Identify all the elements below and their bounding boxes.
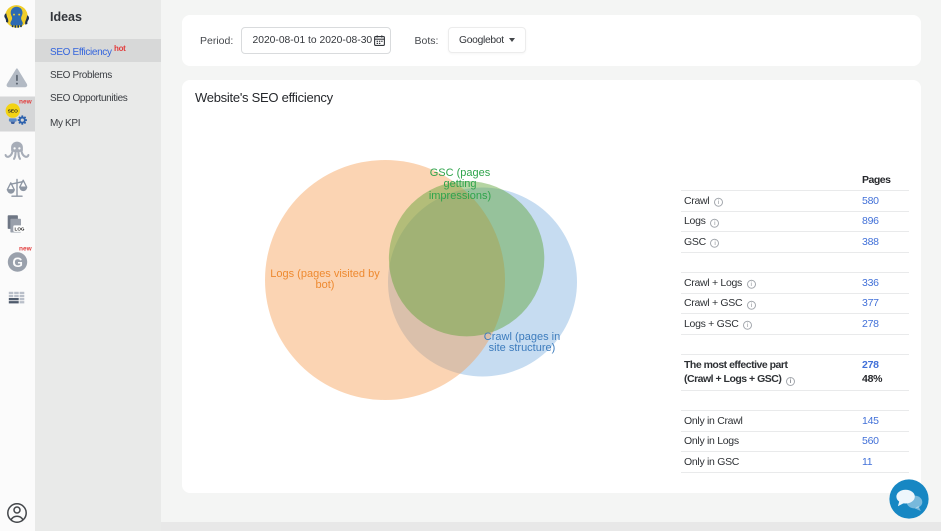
- svg-text:LOG: LOG: [15, 226, 25, 231]
- svg-text:new: new: [19, 246, 33, 253]
- svg-text:SEO: SEO: [8, 108, 18, 114]
- svg-text:G: G: [12, 255, 23, 270]
- svg-text:new: new: [19, 99, 33, 106]
